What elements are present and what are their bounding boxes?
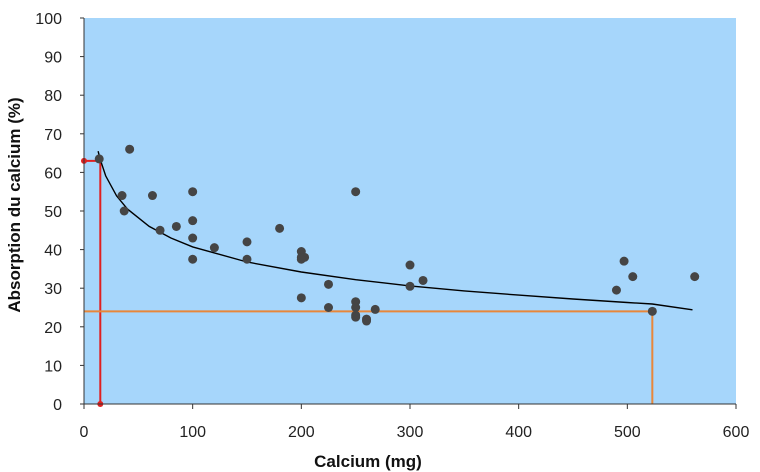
y-tick-label: 10 (44, 358, 62, 375)
y-tick-label: 50 (44, 204, 62, 221)
x-tick-labels: 0 100 200 300 400 500 600 (80, 424, 750, 441)
data-point (370, 304, 380, 314)
data-point (690, 272, 700, 282)
data-point (242, 237, 252, 247)
y-tick-label: 80 (44, 88, 62, 105)
data-point (296, 293, 306, 303)
data-point (324, 279, 333, 289)
y-tick-label: 60 (44, 165, 62, 182)
x-axis-title: Calcium (mg) (314, 452, 422, 471)
data-point (611, 285, 621, 295)
data-point (188, 233, 198, 243)
x-tick-label: 300 (397, 424, 424, 441)
x-tick-label: 600 (723, 424, 750, 441)
y-tick-label: 90 (44, 50, 62, 67)
data-point (242, 254, 252, 264)
data-point (94, 154, 104, 164)
x-tick-label: 100 (179, 424, 206, 441)
data-point (351, 312, 361, 322)
trendline (97, 151, 693, 311)
y-axis-title: Absorption du calcium (%) (5, 97, 24, 312)
data-point (324, 303, 333, 312)
guide-lines (84, 159, 654, 404)
data-point (418, 275, 428, 285)
data-point (188, 254, 198, 264)
y-tick-labels: 0 10 20 30 40 50 60 70 80 90 100 (35, 11, 62, 414)
data-point (351, 187, 361, 197)
data-point (619, 256, 629, 266)
x-tick-label: 500 (614, 424, 641, 441)
y-tick-label: 20 (44, 320, 62, 337)
data-point (647, 306, 657, 316)
data-points (94, 144, 700, 326)
data-point (351, 303, 361, 312)
y-tick-label: 40 (44, 243, 62, 260)
data-point (119, 206, 129, 216)
data-point (628, 272, 638, 282)
data-point (362, 316, 372, 326)
y-tick-label: 70 (44, 127, 62, 144)
data-point (155, 225, 165, 235)
plot-area (84, 18, 736, 404)
data-point (188, 187, 198, 197)
data-point (171, 221, 181, 231)
data-point (188, 216, 198, 226)
data-point (275, 223, 285, 233)
x-tick-label: 200 (288, 424, 315, 441)
data-point (405, 281, 415, 291)
data-point (405, 260, 415, 270)
data-point (209, 243, 219, 253)
x-tick-label: 0 (80, 424, 89, 441)
y-tick-label: 100 (35, 11, 62, 28)
axes (80, 17, 737, 409)
x-tick-label: 400 (505, 424, 532, 441)
y-tick-label: 0 (53, 397, 62, 414)
data-point (125, 144, 135, 154)
data-point (117, 191, 127, 201)
data-point (147, 191, 157, 201)
y-tick-label: 30 (44, 281, 62, 298)
data-point (296, 254, 306, 264)
